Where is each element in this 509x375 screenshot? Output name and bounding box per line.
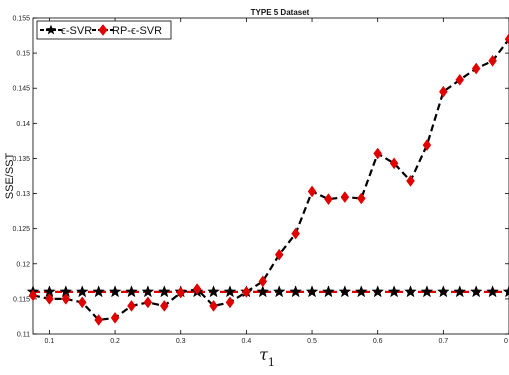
x-axis-label-subscript: 1 [268, 356, 275, 369]
series-line-rp-epsilon-svr [32, 38, 509, 322]
data-point-rp-epsilon-svr [504, 33, 509, 45]
y-tick-label: 0.13 [16, 191, 30, 198]
data-point-rp-epsilon-svr [258, 275, 268, 288]
legend: ϵ-SVR RP-ϵ-SVR [36, 20, 172, 40]
x-tick-label: 0.4 [242, 338, 252, 345]
series-markers [26, 33, 509, 326]
legend-marker-rp-epsilon-svr [98, 24, 108, 36]
data-point-epsilon-svr [108, 285, 122, 298]
data-point-rp-epsilon-svr [28, 289, 38, 302]
x-tick-label: 0.5 [307, 338, 317, 345]
legend-label-rp-epsilon-svr: RP-ϵ-SVR [112, 25, 162, 37]
data-point-rp-epsilon-svr [242, 285, 251, 298]
y-tick-label: 0.12 [16, 261, 30, 268]
x-tick-label: 0 [504, 338, 508, 345]
data-point-epsilon-svr [125, 285, 138, 298]
y-tick-label: 0.155 [12, 16, 30, 23]
data-point-epsilon-svr [453, 285, 467, 298]
data-point-epsilon-svr [354, 285, 368, 298]
plot-area [32, 17, 509, 335]
data-point-rp-epsilon-svr [45, 292, 54, 305]
data-point-rp-epsilon-svr [176, 286, 186, 299]
y-axis-ticks: 0.11 0.115 0.12 0.125 0.13 0.135 0.14 0.145 0.15… [12, 16, 509, 339]
data-point-epsilon-svr [469, 285, 483, 298]
data-point-epsilon-svr [371, 285, 385, 298]
data-point-rp-epsilon-svr [291, 227, 300, 240]
data-point-rp-epsilon-svr [439, 85, 448, 98]
data-point-rp-epsilon-svr [160, 299, 169, 312]
data-point-rp-epsilon-svr [61, 292, 71, 305]
x-tick-label: 0.3 [176, 338, 186, 345]
x-tick-label: 0.7 [438, 338, 448, 345]
data-point-rp-epsilon-svr [356, 192, 366, 205]
y-tick-label: 0.11 [17, 332, 30, 339]
data-point-rp-epsilon-svr [143, 296, 153, 309]
data-point-epsilon-svr [289, 285, 303, 298]
data-point-epsilon-svr [207, 285, 220, 298]
data-point-rp-epsilon-svr [373, 147, 382, 160]
x-tick-label: 0.2 [110, 338, 120, 345]
data-point-epsilon-svr [256, 285, 270, 298]
data-point-rp-epsilon-svr [225, 296, 235, 309]
data-point-epsilon-svr [157, 285, 171, 298]
data-point-epsilon-svr [322, 285, 335, 298]
data-point-rp-epsilon-svr [471, 62, 481, 75]
data-point-rp-epsilon-svr [110, 311, 120, 324]
data-point-epsilon-svr [223, 285, 237, 298]
data-point-epsilon-svr [387, 285, 401, 298]
data-point-epsilon-svr [420, 285, 434, 298]
data-point-epsilon-svr [436, 285, 450, 298]
y-tick-label: 0.145 [12, 86, 30, 93]
y-tick-label: 0.115 [13, 296, 30, 303]
data-point-rp-epsilon-svr [77, 296, 87, 309]
data-point-epsilon-svr [305, 285, 319, 298]
x-axis-ticks: 0.1 0.2 0.3 0.4 0.5 0.6 0.7 0 [45, 18, 509, 345]
data-point-rp-epsilon-svr [422, 139, 432, 152]
data-point-rp-epsilon-svr [209, 299, 218, 312]
data-point-rp-epsilon-svr [455, 73, 465, 86]
data-point-epsilon-svr [404, 285, 417, 298]
x-tick-label: 0.6 [373, 338, 383, 345]
x-axis-label-symbol: τ [259, 345, 269, 364]
data-point-rp-epsilon-svr [94, 314, 103, 326]
data-point-epsilon-svr [92, 285, 106, 298]
y-tick-label: 0.135 [12, 156, 30, 163]
data-point-rp-epsilon-svr [127, 299, 136, 312]
data-point-epsilon-svr [486, 285, 499, 298]
data-point-rp-epsilon-svr [340, 191, 350, 203]
data-point-rp-epsilon-svr [488, 54, 497, 67]
data-point-epsilon-svr [272, 285, 286, 298]
data-point-epsilon-svr [141, 285, 155, 298]
legend-label-epsilon-svr: ϵ-SVR [61, 25, 92, 37]
data-point-rp-epsilon-svr [406, 174, 415, 187]
x-tick-label: 0.1 [45, 338, 55, 345]
data-point-rp-epsilon-svr [307, 185, 317, 198]
data-point-epsilon-svr [338, 285, 352, 298]
chart-title: TYPE 5 Dataset [251, 8, 310, 17]
y-tick-label: 0.125 [12, 226, 30, 233]
data-point-rp-epsilon-svr [389, 157, 399, 170]
data-point-epsilon-svr [75, 285, 89, 298]
x-axis-label: τ1 [259, 345, 275, 369]
legend-marker-epsilon-svr [45, 24, 57, 35]
y-axis-label: SSE/SST [4, 152, 16, 199]
y-tick-label: 0.14 [16, 121, 30, 128]
data-point-rp-epsilon-svr [274, 248, 284, 261]
data-point-epsilon-svr [502, 285, 509, 298]
data-point-rp-epsilon-svr [192, 283, 202, 295]
data-point-rp-epsilon-svr [324, 193, 333, 206]
y-tick-label: 0.15 [16, 51, 30, 58]
